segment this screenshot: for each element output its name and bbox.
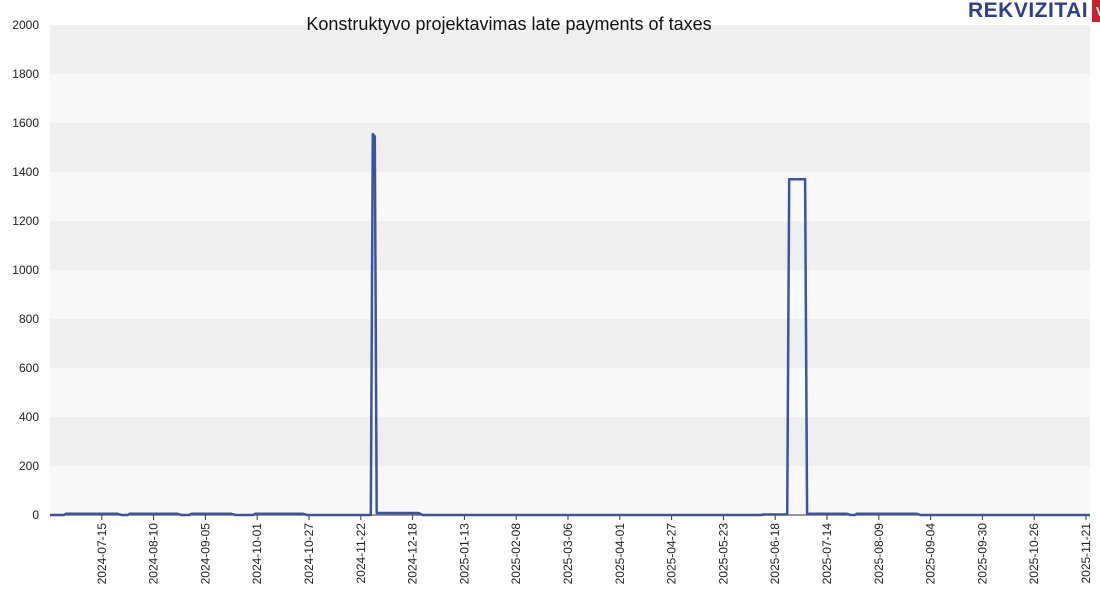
x-tick-label: 2025-08-09 <box>872 523 886 585</box>
x-tick-label: 2025-09-30 <box>975 523 989 585</box>
grid-band <box>50 270 1090 319</box>
y-tick-label: 1600 <box>12 116 39 130</box>
x-tick-label: 2025-03-06 <box>561 523 575 585</box>
logo-badge: VŽ <box>1092 0 1100 22</box>
y-tick-label: 1200 <box>12 214 39 228</box>
x-tick-label: 2025-01-13 <box>457 523 471 585</box>
x-tick-label: 2024-07-15 <box>95 523 109 585</box>
logo-text: REKVIZITAI <box>968 0 1089 22</box>
x-tick-label: 2024-10-01 <box>250 523 264 585</box>
y-tick-label: 600 <box>19 361 39 375</box>
y-tick-label: 2000 <box>12 18 39 32</box>
grid-bands <box>50 25 1090 515</box>
grid-band <box>50 172 1090 221</box>
y-axis-ticks: 0 200 400 600 800 1000 1200 1400 1600 1800 2000 <box>12 18 39 522</box>
y-tick-label: 1800 <box>12 67 39 81</box>
grid-band <box>50 368 1090 417</box>
x-tick-label: 2025-11-21 <box>1079 523 1093 584</box>
x-tick-label: 2025-04-01 <box>613 523 627 585</box>
x-tick-label: 2024-08-10 <box>147 523 161 585</box>
x-axis-ticks: 2024-07-15 2024-08-10 2024-09-05 2024-10-01… <box>95 515 1093 584</box>
y-tick-label: 400 <box>19 410 39 424</box>
grid-band <box>50 466 1090 515</box>
x-tick-label: 2025-05-23 <box>716 523 730 585</box>
series-line <box>50 132 1090 517</box>
grid-band <box>50 123 1090 172</box>
grid-band <box>50 417 1090 466</box>
chart-title: Konstruktyvo projektavimas late payments… <box>306 14 711 34</box>
y-tick-label: 1400 <box>12 165 39 179</box>
x-tick-label: 2025-09-04 <box>924 523 938 585</box>
grid-band <box>50 25 1090 74</box>
x-tick-label: 2025-04-27 <box>665 523 679 585</box>
x-tick-label: 2024-09-05 <box>198 523 212 585</box>
x-tick-label: 2025-02-08 <box>509 523 523 585</box>
y-tick-label: 1000 <box>12 263 39 277</box>
x-tick-label: 2025-06-18 <box>768 523 782 585</box>
x-tick-label: 2025-10-26 <box>1027 523 1041 585</box>
x-tick-label: 2025-07-14 <box>820 523 834 585</box>
x-tick-label: 2024-12-18 <box>406 523 420 585</box>
rekvizitai-logo[interactable]: REKVIZITAI VŽ <box>968 0 1100 22</box>
y-tick-label: 800 <box>19 312 39 326</box>
grid-band <box>50 319 1090 368</box>
y-tick-label: 200 <box>19 459 39 473</box>
grid-band <box>50 74 1090 123</box>
x-tick-label: 2024-11-22 <box>354 523 368 584</box>
y-tick-label: 0 <box>32 508 39 522</box>
x-tick-label: 2024-10-27 <box>302 523 316 585</box>
grid-band <box>50 221 1090 270</box>
